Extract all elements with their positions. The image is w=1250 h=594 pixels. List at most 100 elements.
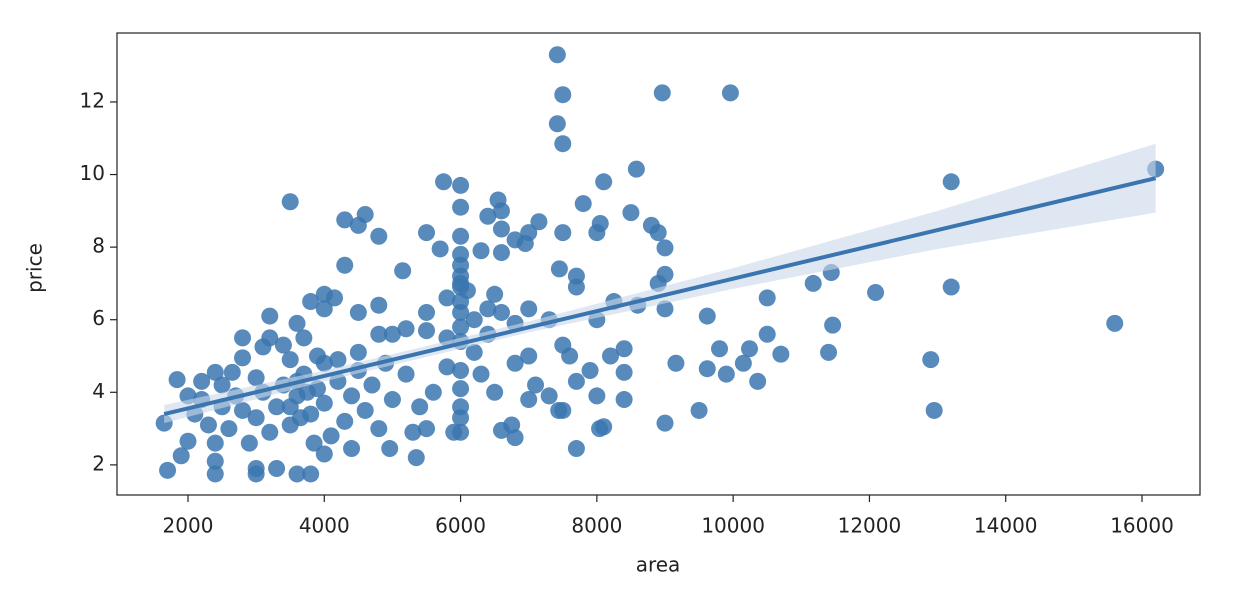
scatter-point — [418, 224, 436, 242]
scatter-point — [550, 260, 568, 278]
scatter-point — [168, 371, 186, 389]
scatter-point — [370, 296, 388, 314]
scatter-point — [588, 387, 606, 405]
scatter-point — [315, 300, 333, 318]
scatter-point — [199, 416, 217, 434]
scatter-point — [554, 224, 572, 242]
scatter-point — [649, 224, 667, 242]
scatter-point — [206, 363, 224, 381]
scatter-point — [281, 193, 299, 211]
scatter-point — [302, 465, 320, 483]
scatter-point — [247, 409, 265, 427]
scatter-point — [758, 325, 776, 343]
scatter-point — [288, 314, 306, 332]
scatter-point — [741, 340, 759, 358]
scatter-point — [452, 423, 470, 441]
y-tick-label: 10 — [80, 161, 105, 185]
regression-line — [163, 176, 1157, 417]
scatter-point — [315, 445, 333, 463]
scatter-point — [698, 307, 716, 325]
scatter-point — [336, 256, 354, 274]
scatter-point — [492, 421, 510, 439]
scatter-point — [397, 320, 415, 338]
scatter-point — [234, 349, 252, 367]
x-tick-label: 14000 — [974, 514, 1038, 538]
x-tick-label: 8000 — [571, 514, 622, 538]
scatter-point — [363, 376, 381, 394]
scatter-point — [595, 418, 613, 436]
scatter-point — [281, 351, 299, 369]
scatter-point — [404, 423, 422, 441]
scatter-point — [261, 307, 279, 325]
scatter-point — [424, 383, 442, 401]
scatter-point — [530, 213, 548, 231]
scatter-point — [206, 465, 224, 483]
scatter-point — [343, 440, 361, 458]
scatter-point — [298, 383, 316, 401]
scatter-point — [349, 343, 367, 361]
scatter-point — [516, 234, 534, 252]
y-tick-label: 6 — [92, 306, 105, 330]
y-tick-label: 2 — [92, 451, 105, 475]
scatter-point — [326, 289, 344, 307]
scatter-point — [698, 360, 716, 378]
scatter-point — [540, 387, 558, 405]
scatter-point — [234, 329, 252, 347]
scatter-point — [291, 409, 309, 427]
scatter-point — [486, 383, 504, 401]
scatter-point — [438, 358, 456, 376]
scatter-point — [452, 198, 470, 216]
scatter-point — [172, 447, 190, 465]
scatter-point — [261, 423, 279, 441]
scatter-point — [734, 354, 752, 372]
x-tick-label: 10000 — [701, 514, 765, 538]
x-tick-label: 4000 — [299, 514, 350, 538]
scatter-point — [690, 401, 708, 419]
scatter-point — [336, 211, 354, 229]
scatter-point — [615, 363, 633, 381]
scatter-point — [223, 363, 241, 381]
scatter-point — [653, 84, 671, 102]
scatter-point — [667, 354, 685, 372]
scatter-point — [295, 329, 313, 347]
scatter-point — [343, 387, 361, 405]
scatter-point — [527, 376, 545, 394]
x-axis-label: area — [636, 553, 681, 577]
scatter-point — [435, 173, 453, 191]
y-tick-label: 8 — [92, 234, 105, 258]
scatter-point — [452, 318, 470, 336]
scatter-point — [261, 329, 279, 347]
scatter-point — [240, 434, 258, 452]
scatter-point — [479, 207, 497, 225]
scatter-point — [548, 46, 566, 64]
scatter-point — [492, 202, 510, 220]
scatter-point — [220, 420, 238, 438]
scatter-point — [315, 354, 333, 372]
scatter-point — [520, 300, 538, 318]
y-tick-label: 4 — [92, 379, 105, 403]
scatter-point — [758, 289, 776, 307]
scatter-point — [281, 398, 299, 416]
scatter-point — [329, 351, 347, 369]
scatter-point — [465, 311, 483, 329]
scatter-point — [479, 300, 497, 318]
scatter-point — [711, 340, 729, 358]
scatter-point — [452, 303, 470, 321]
scatter-point — [656, 300, 674, 318]
x-tick-label: 2000 — [163, 514, 214, 538]
scatter-point — [520, 347, 538, 365]
scatter-point — [627, 160, 645, 178]
scatter-point — [213, 376, 231, 394]
scatter-point — [581, 362, 599, 380]
scatter-point — [486, 285, 504, 303]
scatter-point — [383, 325, 401, 343]
scatter-point — [206, 452, 224, 470]
scatter-point — [567, 278, 585, 296]
scatter-point — [601, 347, 619, 365]
scatter-point — [247, 460, 265, 478]
scatter-point — [397, 365, 415, 383]
scatter-point — [336, 412, 354, 430]
scatter-point — [554, 336, 572, 354]
scatter-point — [394, 262, 412, 280]
scatter-point — [520, 391, 538, 409]
